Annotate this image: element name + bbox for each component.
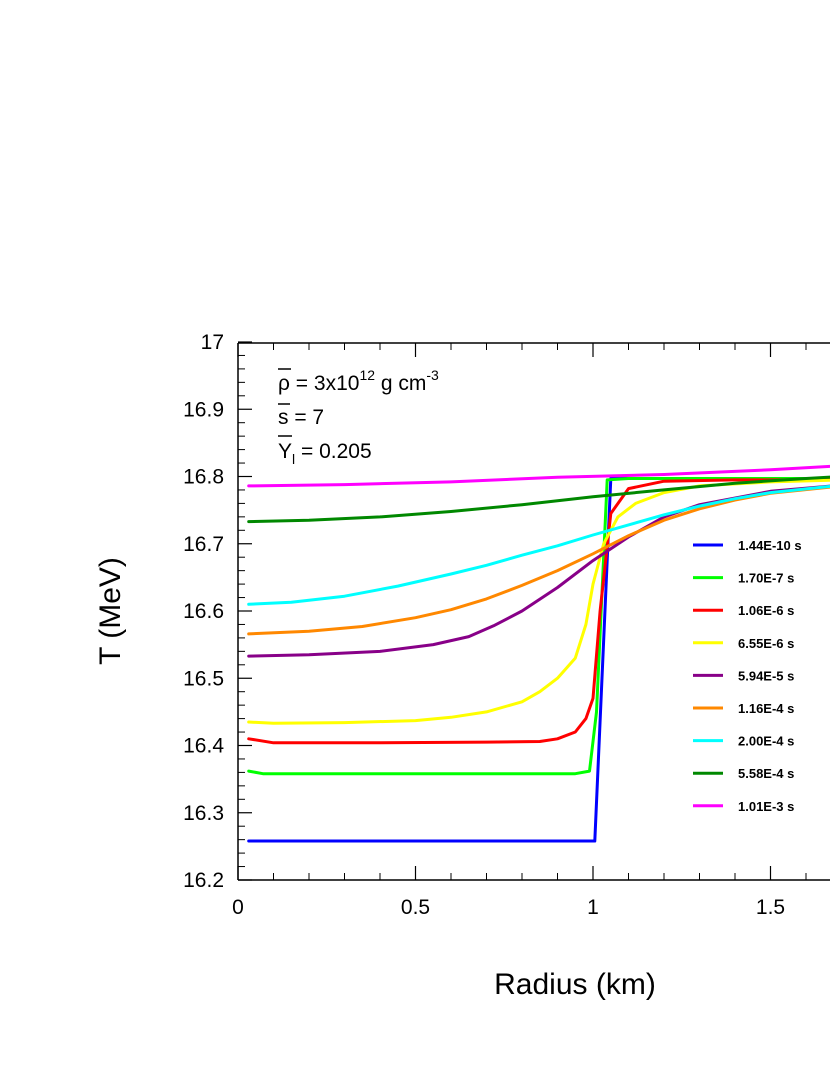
y-tick-label: 16.7 xyxy=(183,533,224,556)
series-line-3 xyxy=(247,478,830,745)
legend-label-9: 1.01E-3 s xyxy=(738,799,794,814)
x-axis-title: Radius (km) xyxy=(494,968,656,1001)
legend-label-2: 1.70E-7 s xyxy=(738,571,794,586)
legend: 1.44E-10 s 1.70E-7 s 1.06E-6 s 6.55E-6 s 5.9… xyxy=(693,538,802,814)
legend-label-5: 5.94E-5 s xyxy=(738,668,794,683)
y-tick-label: 16.5 xyxy=(183,667,224,690)
series-line-9 xyxy=(247,464,830,488)
series-line-7 xyxy=(247,484,830,606)
legend-label-4: 6.55E-6 s xyxy=(738,636,794,651)
x-tick-label: 1.5 xyxy=(756,896,785,919)
series-line-8 xyxy=(247,475,830,524)
y-tick-label: 16.8 xyxy=(183,466,224,489)
series-layer xyxy=(247,464,830,843)
legend-label-6: 1.16E-4 s xyxy=(738,701,794,716)
series-line-6 xyxy=(247,485,830,636)
x-tick-label: 0.5 xyxy=(401,896,430,919)
series-line-5 xyxy=(247,484,830,658)
y-tick-label: 16.9 xyxy=(183,398,224,421)
y-tick-label: 16.3 xyxy=(183,802,224,825)
y-tick-label: 16.6 xyxy=(183,600,224,623)
x-tick-label: 1 xyxy=(587,896,599,919)
legend-label-3: 1.06E-6 s xyxy=(738,603,794,618)
y-axis-title: T (MeV) xyxy=(94,557,127,665)
y-tick-label: 17 xyxy=(201,331,224,354)
y-tick-label: 16.2 xyxy=(183,869,224,892)
y-tick-label: 16.4 xyxy=(183,735,224,758)
annotation-entropy: s = 7 xyxy=(278,406,324,429)
annotation-rho: ρ = 3x1012 g cm-3 xyxy=(278,367,439,395)
legend-label-8: 5.58E-4 s xyxy=(738,766,794,781)
legend-label-1: 1.44E-10 s xyxy=(738,538,802,553)
series-line-1 xyxy=(247,477,830,843)
series-line-2 xyxy=(247,477,830,776)
annotation-lepton-fraction: Yl = 0.205 xyxy=(278,440,372,467)
x-tick-label: 0 xyxy=(232,896,244,919)
series-line-4 xyxy=(247,478,830,725)
ticks-layer: 00.511.522.5316.216.316.416.516.616.716.… xyxy=(183,331,807,919)
legend-label-7: 2.00E-4 s xyxy=(738,734,794,749)
annotation-layer: ρ = 3x1012 g cm-3 s = 7 Yl = 0.205 xyxy=(278,367,439,467)
